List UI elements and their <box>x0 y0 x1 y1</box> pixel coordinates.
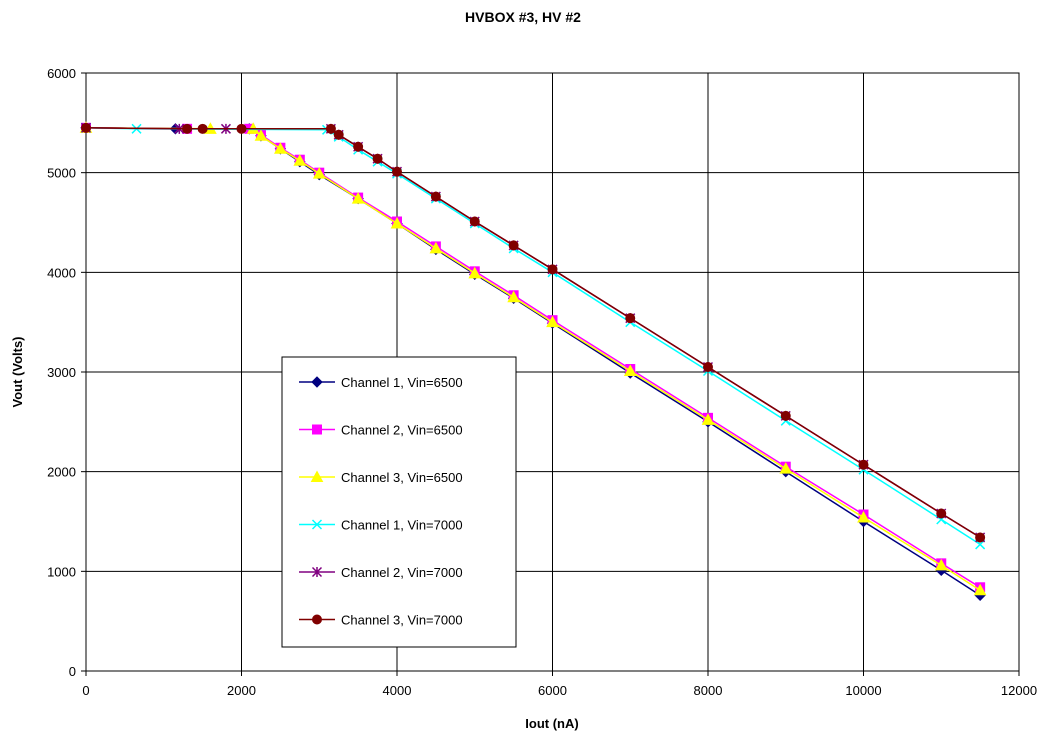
data-point <box>625 313 636 324</box>
series-3 <box>79 121 987 596</box>
legend: Channel 1, Vin=6500 Channel 2, Vin=6500 Ch… <box>281 356 517 648</box>
data-point <box>312 167 326 179</box>
data-point <box>81 122 91 133</box>
legend-label: Channel 2, Vin=7000 <box>341 565 463 580</box>
data-point <box>973 583 987 596</box>
y-tick-label: 3000 <box>47 365 76 380</box>
x-tick-label: 4000 <box>383 683 412 698</box>
legend-label: Channel 3, Vin=6500 <box>341 470 463 485</box>
data-point <box>325 123 336 134</box>
x-tick-label: 8000 <box>694 683 723 698</box>
grid <box>86 73 1019 671</box>
legend-marker <box>312 614 322 625</box>
data-point <box>546 315 559 328</box>
x-tick-label: 12000 <box>1001 683 1037 698</box>
legend-entry: Channel 1, Vin=6500 <box>299 375 463 390</box>
y-tick-label: 0 <box>69 664 76 679</box>
x-tick-label: 0 <box>82 683 89 698</box>
data-point <box>274 142 287 154</box>
x-tick-label: 10000 <box>845 683 881 698</box>
data-point <box>197 123 208 134</box>
series-group <box>79 121 987 601</box>
legend-entry: Channel 2, Vin=6500 <box>299 423 463 438</box>
series-6 <box>81 122 986 543</box>
data-point <box>353 141 364 152</box>
data-point <box>507 290 520 303</box>
y-axis-label: Vout (Volts) <box>10 336 25 407</box>
data-point <box>779 462 793 474</box>
legend-entry: Channel 1, Vin=7000 <box>299 518 463 533</box>
y-tick-label: 4000 <box>47 265 76 280</box>
x-axis-label: Iout (nA) <box>525 716 578 731</box>
data-point <box>392 166 402 177</box>
series-line <box>85 127 981 591</box>
legend-entry: Channel 3, Vin=6500 <box>299 470 463 485</box>
series-line <box>85 127 981 539</box>
data-point <box>858 459 869 470</box>
data-point <box>429 241 443 254</box>
series-line <box>85 127 981 588</box>
data-point <box>857 510 870 523</box>
chart-title: HVBOX #3, HV #2 <box>465 9 581 25</box>
legend-label: Channel 1, Vin=7000 <box>341 518 463 533</box>
series-line <box>85 127 981 596</box>
data-point <box>936 508 947 519</box>
y-tick-label: 6000 <box>47 66 76 81</box>
data-point <box>703 362 713 373</box>
series-5 <box>80 122 986 543</box>
legend-marker <box>311 566 323 578</box>
data-point <box>508 240 519 251</box>
data-point <box>469 216 480 227</box>
y-tick-label: 1000 <box>47 564 76 579</box>
legend-box <box>281 356 517 648</box>
data-point <box>333 129 344 140</box>
legend-marker <box>311 376 323 388</box>
legend-label: Channel 2, Vin=6500 <box>341 423 463 438</box>
legend-entry: Channel 2, Vin=7000 <box>299 565 463 580</box>
x-tick-label: 2000 <box>227 683 256 698</box>
series-1 <box>80 122 986 601</box>
data-point <box>430 191 441 202</box>
data-point <box>780 410 791 421</box>
data-point <box>547 264 558 275</box>
data-point <box>468 266 482 279</box>
data-point <box>975 532 986 543</box>
data-point <box>390 216 404 229</box>
series-2 <box>81 122 986 593</box>
legend-label: Channel 3, Vin=7000 <box>341 613 463 628</box>
y-tick-label: 2000 <box>47 465 76 480</box>
ticks: 0 2000 4000 6000 8000 10000 12000 0 1000 2000 3000… <box>47 66 1037 698</box>
series-line <box>85 127 981 539</box>
legend-entry: Channel 3, Vin=7000 <box>299 613 463 628</box>
data-point <box>236 123 247 134</box>
legend-marker <box>312 424 322 435</box>
data-point <box>293 154 307 166</box>
series-line <box>85 127 981 546</box>
series-4 <box>80 122 986 550</box>
data-point <box>934 558 948 571</box>
data-point <box>701 413 715 425</box>
legend-marker <box>311 519 323 530</box>
legend-label: Channel 1, Vin=6500 <box>341 375 463 390</box>
data-point <box>254 129 268 141</box>
x-tick-label: 6000 <box>538 683 567 698</box>
data-point <box>372 153 383 164</box>
data-point <box>182 123 193 134</box>
legend-marker <box>310 470 324 482</box>
data-point <box>351 192 365 204</box>
y-tick-label: 5000 <box>47 166 76 181</box>
data-point <box>623 364 637 377</box>
